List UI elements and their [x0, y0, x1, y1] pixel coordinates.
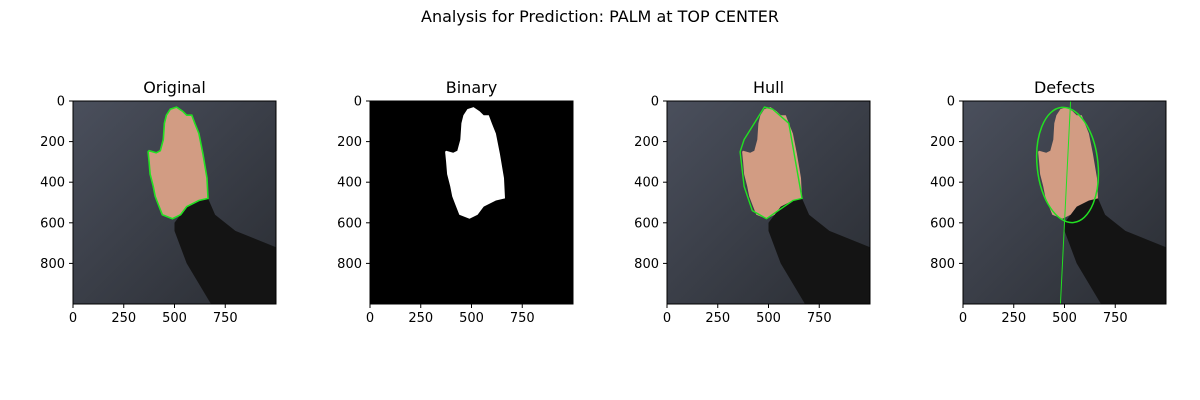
x-tick-label: 500 — [756, 311, 781, 326]
hand — [1038, 107, 1098, 219]
y-tick-label: 600 — [337, 216, 362, 231]
x-tick-label: 500 — [1052, 311, 1077, 326]
x-tick-label: 500 — [459, 311, 484, 326]
y-tick-label: 600 — [634, 216, 659, 231]
hand-contour — [147, 106, 209, 220]
hand-mask — [445, 107, 505, 219]
sleeve — [768, 198, 870, 304]
x-tick-label: 0 — [366, 311, 374, 326]
image-area — [73, 101, 276, 304]
y-tick-label: 200 — [930, 135, 955, 150]
panel-title: Hull — [753, 78, 784, 97]
panel-binary: Binary 0 250 500 750 0 200 400 600 800 — [337, 78, 574, 326]
x-tick-label: 250 — [1001, 311, 1026, 326]
y-tick-label: 400 — [40, 176, 65, 191]
x-tick-label: 250 — [705, 311, 730, 326]
y-tick-label: 600 — [40, 216, 65, 231]
x-tick-label: 750 — [807, 311, 832, 326]
hand — [742, 107, 802, 219]
y-tick-label: 0 — [57, 95, 65, 110]
convex-hull — [739, 106, 803, 220]
x-tick-label: 0 — [959, 311, 967, 326]
y-tick-label: 200 — [337, 135, 362, 150]
figure-suptitle: Analysis for Prediction: PALM at TOP CEN… — [421, 7, 779, 26]
x-tick-label: 750 — [1103, 311, 1128, 326]
y-tick-label: 400 — [634, 176, 659, 191]
x-tick-label: 750 — [510, 311, 535, 326]
hand — [148, 107, 208, 219]
y-tick-label: 600 — [930, 216, 955, 231]
sleeve — [1064, 198, 1166, 304]
y-tick-label: 800 — [337, 257, 362, 272]
image-area — [370, 101, 573, 304]
image-area — [667, 101, 870, 304]
x-tick-label: 750 — [213, 311, 238, 326]
y-tick-label: 0 — [947, 95, 955, 110]
panel-defects: Defects 0 250 500 750 0 200 400 600 800 — [930, 78, 1167, 326]
x-tick-label: 0 — [663, 311, 671, 326]
panel-title: Binary — [446, 78, 497, 97]
y-tick-label: 800 — [634, 257, 659, 272]
x-tick-label: 500 — [162, 311, 187, 326]
x-tick-label: 250 — [111, 311, 136, 326]
y-tick-label: 400 — [337, 176, 362, 191]
y-tick-label: 800 — [930, 257, 955, 272]
panel-hull: Hull 0 250 500 750 0 200 400 600 800 — [634, 78, 871, 326]
panel-title: Defects — [1034, 78, 1095, 97]
y-tick-label: 0 — [651, 95, 659, 110]
y-tick-label: 800 — [40, 257, 65, 272]
fitted-ellipse — [1035, 106, 1100, 224]
sleeve — [174, 198, 276, 304]
x-tick-label: 0 — [69, 311, 77, 326]
orientation-axis — [1059, 101, 1072, 304]
x-tick-label: 250 — [408, 311, 433, 326]
panel-title: Original — [143, 78, 206, 97]
y-tick-label: 400 — [930, 176, 955, 191]
image-area — [963, 101, 1166, 304]
panel-original: Original 0 250 500 750 0 200 400 600 800 — [40, 78, 277, 326]
y-tick-label: 200 — [634, 135, 659, 150]
y-tick-label: 0 — [354, 95, 362, 110]
y-tick-label: 200 — [40, 135, 65, 150]
